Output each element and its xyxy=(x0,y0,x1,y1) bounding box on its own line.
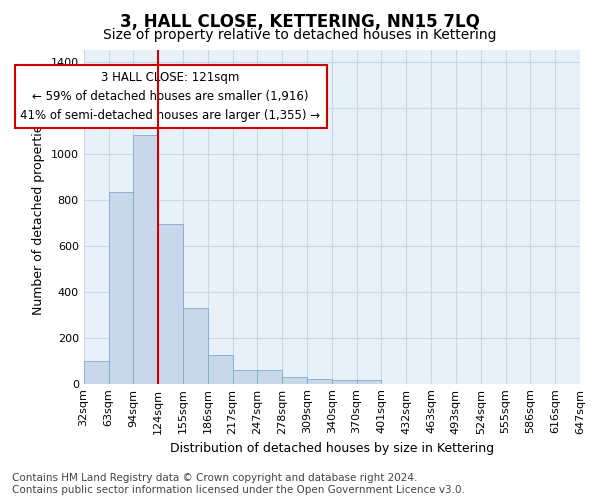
Bar xyxy=(233,370,257,384)
Bar xyxy=(158,224,183,384)
X-axis label: Distribution of detached houses by size in Kettering: Distribution of detached houses by size … xyxy=(170,442,494,455)
Text: Size of property relative to detached houses in Kettering: Size of property relative to detached ho… xyxy=(103,28,497,42)
Y-axis label: Number of detached properties: Number of detached properties xyxy=(32,118,45,316)
Bar xyxy=(257,370,282,384)
Bar xyxy=(332,380,356,384)
Bar xyxy=(307,379,332,384)
Bar xyxy=(208,355,233,384)
Text: 3, HALL CLOSE, KETTERING, NN15 7LQ: 3, HALL CLOSE, KETTERING, NN15 7LQ xyxy=(120,12,480,30)
Bar xyxy=(183,308,208,384)
Text: Contains HM Land Registry data © Crown copyright and database right 2024.
Contai: Contains HM Land Registry data © Crown c… xyxy=(12,474,465,495)
Text: 3 HALL CLOSE: 121sqm
← 59% of detached houses are smaller (1,916)
41% of semi-de: 3 HALL CLOSE: 121sqm ← 59% of detached h… xyxy=(20,70,320,122)
Bar xyxy=(109,192,133,384)
Bar xyxy=(83,360,109,384)
Bar xyxy=(282,377,307,384)
Bar xyxy=(356,380,382,384)
Bar xyxy=(133,135,158,384)
